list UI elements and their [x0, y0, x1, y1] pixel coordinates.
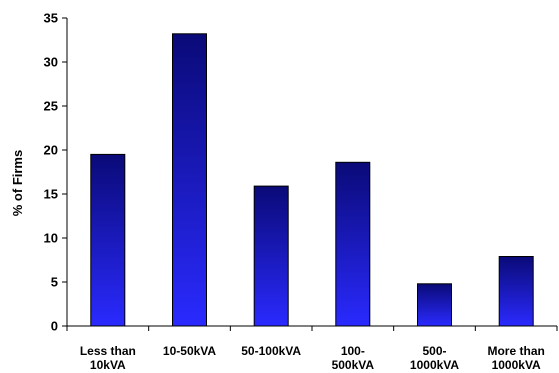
y-tick-label: 20 [44, 143, 58, 158]
y-tick-label: 35 [44, 11, 58, 26]
bar [498, 256, 534, 327]
axes-layer [62, 17, 558, 331]
y-tick-label: 5 [51, 275, 58, 290]
y-axis-title: % of Firms [10, 150, 25, 216]
bar [335, 161, 371, 327]
x-category-label: 50-100kVA [241, 344, 301, 358]
y-tick-label: 15 [44, 187, 58, 202]
y-tick-label: 25 [44, 99, 58, 114]
y-tick-label: 30 [44, 55, 58, 70]
bar [172, 33, 207, 327]
bar [90, 153, 126, 327]
labels-layer: 0 5 10 15 20 25 30 35 Less than 10kVA 10-50kVA 50-1… [44, 11, 545, 373]
bars-layer [90, 33, 534, 327]
x-category-label: More than 1000kVA [487, 344, 544, 372]
x-category-label: 100-500kVA [332, 344, 375, 372]
x-category-label: 10-50kVA [163, 344, 216, 358]
x-category-label: Less than 10kVA [80, 344, 136, 372]
x-category-label: 500-1000kVA [410, 344, 459, 372]
bar [417, 283, 452, 327]
y-tick-label: 10 [44, 231, 58, 246]
bar [253, 185, 289, 327]
y-tick-label: 0 [51, 319, 58, 334]
